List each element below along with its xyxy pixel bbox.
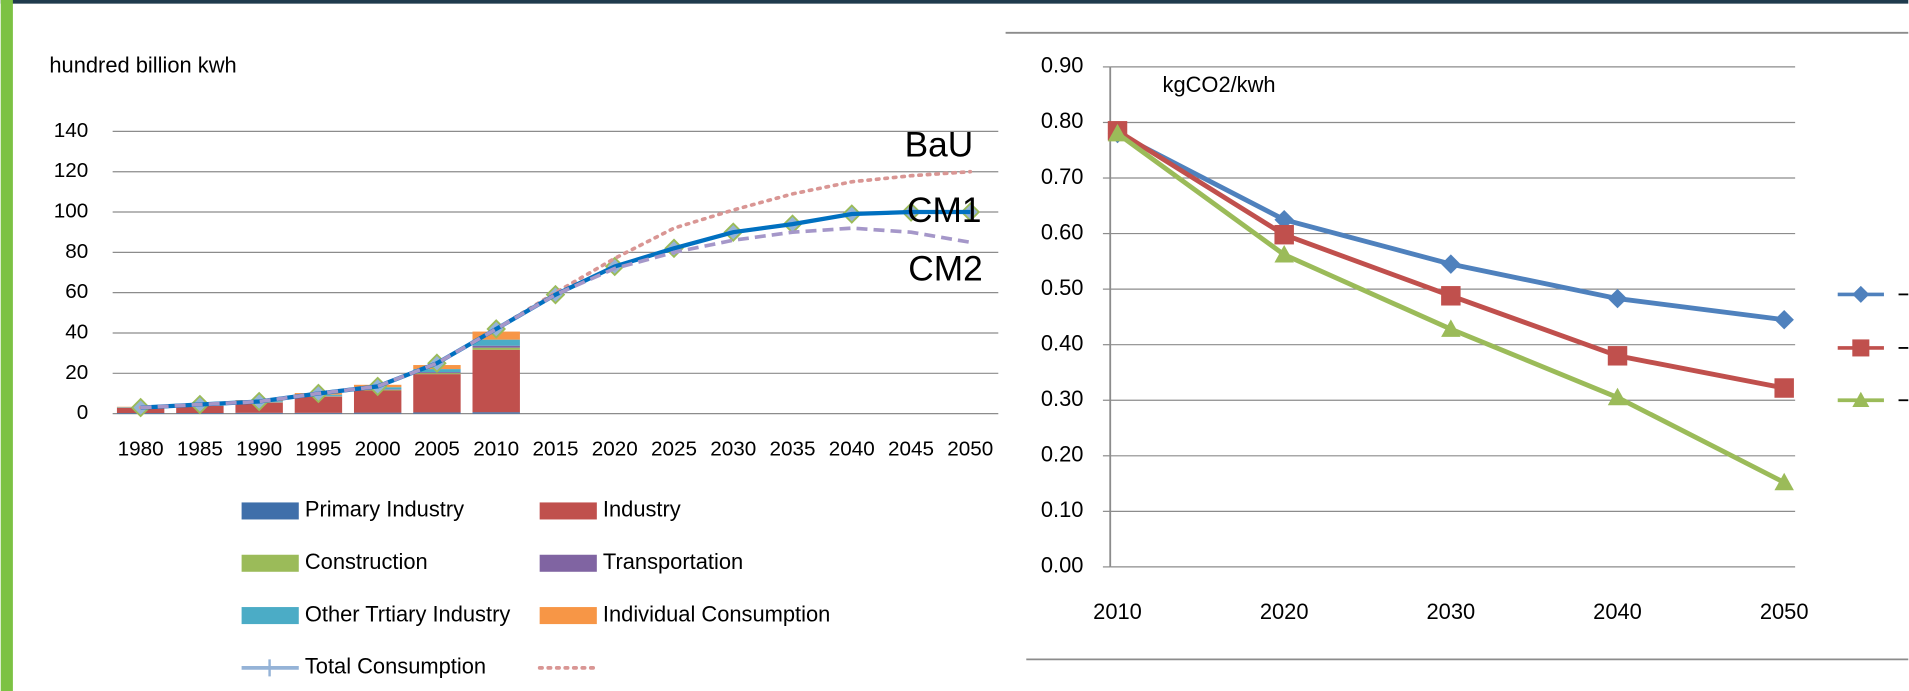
left-border	[0, 0, 13, 691]
bar-segment	[413, 374, 461, 413]
x-tick-label: 2005	[414, 438, 460, 461]
line-marker	[1774, 309, 1794, 330]
bar-segment	[472, 345, 520, 348]
line	[140, 226, 971, 410]
top-border	[0, 0, 1909, 4]
legend-label: Primary Industry	[305, 497, 464, 522]
y-tick-label: 0.60	[1041, 219, 1084, 244]
bar-segment	[294, 412, 343, 414]
legend-label: Transportation	[603, 549, 743, 574]
line-marker	[1274, 244, 1294, 263]
y-tick-label: 0.30	[1041, 386, 1084, 411]
legend-label: Industry	[603, 497, 681, 522]
legend-label: Individual Consumption	[603, 601, 830, 626]
legend-label: Total Consumption	[305, 654, 486, 679]
y-tick-label: 0.70	[1041, 164, 1084, 189]
y-tick-label: 0.00	[1041, 553, 1084, 578]
y-tick-label: 0.50	[1041, 275, 1084, 300]
x-tick-label: 2010	[473, 438, 519, 461]
bar-segment	[472, 349, 520, 413]
y-tick-label: 20	[65, 361, 88, 384]
legend-swatch	[241, 502, 299, 520]
y-tick-label: 140	[54, 119, 89, 142]
annotation: CM1	[907, 191, 981, 230]
y-axis-label: hundred billion kwh	[49, 53, 236, 78]
x-tick-label: 2030	[1427, 599, 1476, 624]
legend-label: Construction	[305, 549, 428, 574]
y-tick-label: 0.10	[1041, 497, 1084, 522]
bar-segment	[294, 396, 343, 413]
x-tick-label: 2000	[355, 438, 401, 461]
line-marker	[1607, 288, 1628, 309]
legend-swatch	[241, 607, 299, 625]
x-tick-label: 1995	[295, 438, 341, 461]
line-marker	[1441, 254, 1461, 274]
line-marker	[1607, 387, 1628, 406]
x-tick-label: 1985	[177, 438, 223, 461]
x-tick-label: 1990	[236, 438, 282, 461]
x-tick-label: 2030	[710, 438, 756, 461]
bar-segment	[413, 412, 461, 414]
x-tick-label: 2050	[1760, 599, 1809, 624]
y-tick-label: 60	[65, 280, 88, 303]
bar-segment	[353, 412, 402, 414]
annotation: CM2	[908, 250, 982, 289]
bar-segment	[235, 412, 283, 414]
legend-swatch	[539, 554, 597, 572]
bar-segment	[472, 339, 520, 346]
x-tick-label: 2020	[592, 438, 638, 461]
bar-segment	[353, 390, 402, 413]
legend-marker	[1852, 285, 1870, 303]
y-tick-label: 0.90	[1041, 53, 1084, 78]
x-tick-label: 2015	[532, 438, 578, 461]
line-marker	[1441, 319, 1461, 337]
line-marker	[1774, 472, 1794, 491]
y-tick-label: 100	[54, 199, 89, 222]
bar-segment	[413, 373, 461, 375]
y-tick-label: 120	[54, 159, 89, 182]
bar-segment	[472, 412, 520, 414]
y-tick-label: 0	[77, 401, 89, 424]
y-tick-label: 40	[65, 320, 88, 343]
y-tick-label: 0.80	[1041, 108, 1084, 133]
x-tick-label: 2040	[829, 438, 875, 461]
x-tick-label: 2025	[651, 438, 697, 461]
y-axis-label: kgCO2/kwh	[1163, 72, 1276, 97]
annotation: BaU	[905, 126, 974, 165]
x-tick-label: 2035	[770, 438, 816, 461]
legend-marker	[1852, 391, 1870, 408]
legend-swatch	[241, 554, 299, 572]
x-tick-label: 2045	[888, 438, 934, 461]
x-tick-label: 2040	[1593, 599, 1642, 624]
legend-swatch	[539, 502, 597, 520]
line-marker	[1607, 346, 1628, 366]
x-tick-label: 1980	[118, 438, 164, 461]
line-marker	[1441, 286, 1461, 306]
line-marker	[1774, 378, 1794, 398]
y-tick-label: 0.40	[1041, 330, 1084, 355]
x-tick-label: 2050	[947, 438, 993, 461]
line-marker	[1274, 224, 1294, 245]
x-tick-label: 2010	[1093, 599, 1142, 624]
y-tick-label: 0.20	[1041, 442, 1084, 467]
line-marker	[1274, 209, 1294, 230]
legend-marker	[1852, 339, 1870, 357]
line-marker	[1107, 123, 1128, 142]
y-tick-label: 80	[65, 240, 88, 263]
bar-segment	[472, 347, 520, 350]
x-tick-label: 2020	[1260, 599, 1309, 624]
legend-label: Other Trtiary Industry	[305, 601, 511, 626]
legend-swatch	[539, 607, 597, 625]
